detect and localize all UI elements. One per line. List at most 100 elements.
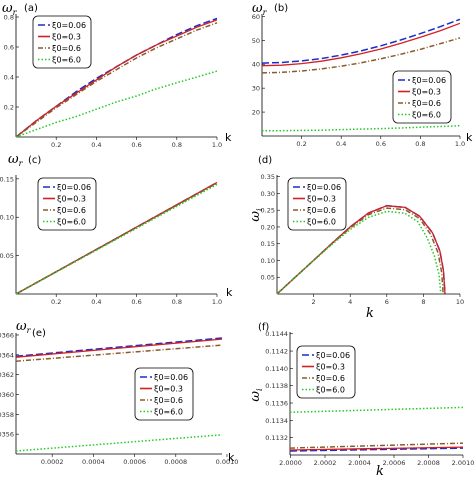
panel-label: (c) bbox=[28, 155, 41, 166]
x-tick-label: 0.0008 bbox=[164, 458, 187, 466]
legend-label: ξ0=0.6 bbox=[412, 99, 441, 108]
series-line-2 bbox=[261, 22, 461, 67]
legend-box bbox=[287, 177, 347, 231]
x-tick-label: 2.0004 bbox=[348, 459, 371, 467]
x-tick-label: 6 bbox=[385, 298, 389, 306]
x-tick-label: 0.4 bbox=[336, 140, 346, 148]
legend-box bbox=[37, 177, 97, 231]
x-tick-label: 2.0000 bbox=[279, 459, 302, 467]
series-line-3 bbox=[276, 207, 444, 295]
x-axis-label: k bbox=[376, 464, 384, 479]
x-tick-label: 0.0006 bbox=[123, 458, 146, 466]
legend-box bbox=[296, 345, 356, 399]
series-line-2 bbox=[289, 446, 464, 451]
y-tick-label: .0366 bbox=[0, 331, 14, 339]
x-tick-label: 0.8 bbox=[172, 141, 182, 149]
x-tick-label: 0.4 bbox=[91, 141, 101, 149]
y-tick-label: 0.05 bbox=[0, 252, 14, 260]
legend-label: ξ0=0.06 bbox=[57, 183, 91, 192]
x-tick-label: 0.0004 bbox=[82, 458, 105, 466]
x-axis-label: k bbox=[466, 131, 473, 144]
series-line-1 bbox=[15, 337, 223, 357]
y-tick-label: 20 bbox=[252, 109, 260, 117]
series-line-1 bbox=[261, 18, 461, 64]
x-tick-label: 8 bbox=[421, 298, 425, 306]
y-tick-label: 0.15 bbox=[261, 240, 275, 248]
x-tick-label: 0.8 bbox=[415, 140, 425, 148]
legend-box bbox=[392, 70, 452, 124]
series-line-4 bbox=[15, 434, 223, 452]
x-tick-label: 0.2 bbox=[296, 140, 306, 148]
y-tick-label: 0.10 bbox=[0, 214, 14, 222]
y-tick-label: .0358 bbox=[0, 411, 14, 419]
x-tick-label: 2.0008 bbox=[417, 459, 440, 467]
y-tick-label: 0.10 bbox=[261, 257, 275, 265]
x-tick-label: 0.8 bbox=[172, 298, 182, 306]
y-tick-label: 0.15 bbox=[0, 175, 14, 183]
y-tick-label: 0.05 bbox=[261, 274, 275, 282]
legend-label: ξ0=0.06 bbox=[154, 373, 188, 382]
y-tick-label: 0.4 bbox=[4, 74, 14, 82]
chart-panel-1: 0.2 0.4 0.6 0.8 1.00.20.40.60.8ωr (a)kξ0=0.06… bbox=[2, 1, 232, 149]
x-tick-label: 1.0 bbox=[455, 140, 465, 148]
legend: ξ0=0.06 ξ0=0.3 ξ0=0.6 ξ0=6.0 bbox=[134, 367, 194, 421]
y-tick-label: 0.30 bbox=[261, 190, 275, 198]
y-tick-label: 40 bbox=[252, 61, 260, 69]
series-line-4 bbox=[15, 70, 218, 138]
y-tick-label: 60 bbox=[252, 13, 260, 21]
x-tick-label: 2.0006 bbox=[383, 459, 406, 467]
series-line-3 bbox=[15, 22, 218, 138]
legend-label: ξ0=0.3 bbox=[412, 88, 441, 97]
legend-label: ξ0=6.0 bbox=[52, 56, 81, 65]
x-tick-label: 0.6 bbox=[376, 140, 386, 148]
legend-label: ξ0=0.06 bbox=[412, 76, 446, 85]
y-tick-label: 30 bbox=[252, 85, 260, 93]
x-tick-label: 0.2 bbox=[51, 141, 61, 149]
y-tick-label: 0.1136 bbox=[265, 400, 288, 408]
y-tick-label: 0.1134 bbox=[265, 417, 288, 425]
panel-label: (a) bbox=[24, 3, 38, 14]
series-line-4 bbox=[289, 406, 464, 414]
legend-label: ξ0=6.0 bbox=[154, 408, 183, 417]
x-tick-label: 0.6 bbox=[131, 298, 141, 306]
legend-label: ξ0=6.0 bbox=[307, 218, 336, 227]
panel-label: (b) bbox=[274, 3, 288, 14]
y-axis-label: ωr bbox=[8, 152, 24, 168]
y-tick-label: 0.8 bbox=[4, 14, 14, 22]
y-tick-label: 0.25 bbox=[261, 207, 275, 215]
panel-label: (d) bbox=[258, 155, 272, 166]
y-axis-label: ωr bbox=[2, 1, 18, 17]
series-line-3 bbox=[261, 37, 461, 74]
legend-label: ξ0=0.06 bbox=[316, 351, 350, 360]
y-tick-label: .0364 bbox=[0, 351, 14, 359]
legend-label: ξ0=0.6 bbox=[57, 206, 86, 215]
legend: ξ0=0.06 ξ0=0.3 ξ0=0.6 ξ0=6.0 bbox=[37, 177, 97, 231]
x-axis-label: k bbox=[366, 306, 374, 321]
legend-box bbox=[134, 367, 194, 421]
series-line-3 bbox=[15, 344, 223, 362]
legend-label: ξ0=0.3 bbox=[154, 385, 183, 394]
x-axis-label: k bbox=[225, 131, 232, 144]
y-tick-label: 0.1142 bbox=[265, 348, 288, 356]
chart-panel-4: 2 4 6 8 10 0.05 0.10 0.15 0.20 0.25 0.30 0.35 ωi (d) k… bbox=[248, 155, 464, 321]
legend-label: ξ0=0.6 bbox=[307, 206, 336, 215]
x-tick-label: 1.0 bbox=[212, 141, 222, 149]
series-line-4 bbox=[262, 124, 461, 132]
x-tick-label: 0.6 bbox=[131, 141, 141, 149]
x-axis-label: k bbox=[226, 286, 233, 299]
y-tick-label: 0.20 bbox=[261, 223, 275, 231]
legend-box bbox=[32, 15, 92, 69]
legend: ξ0=0.06 ξ0=0.3 ξ0=0.6 ξ0=6.0 bbox=[287, 177, 347, 231]
y-tick-label: 0.1144 bbox=[265, 330, 288, 338]
legend-label: ξ0=0.6 bbox=[52, 44, 81, 53]
legend-label: ξ0=0.6 bbox=[154, 396, 183, 405]
x-tick-label: 0.0002 bbox=[41, 458, 64, 466]
legend: ξ0=0.06 ξ0=0.3 ξ0=0.6 ξ0=6.0 bbox=[296, 345, 356, 399]
x-tick-label: 1.0 bbox=[212, 298, 222, 306]
y-tick-label: .0360 bbox=[0, 391, 14, 399]
